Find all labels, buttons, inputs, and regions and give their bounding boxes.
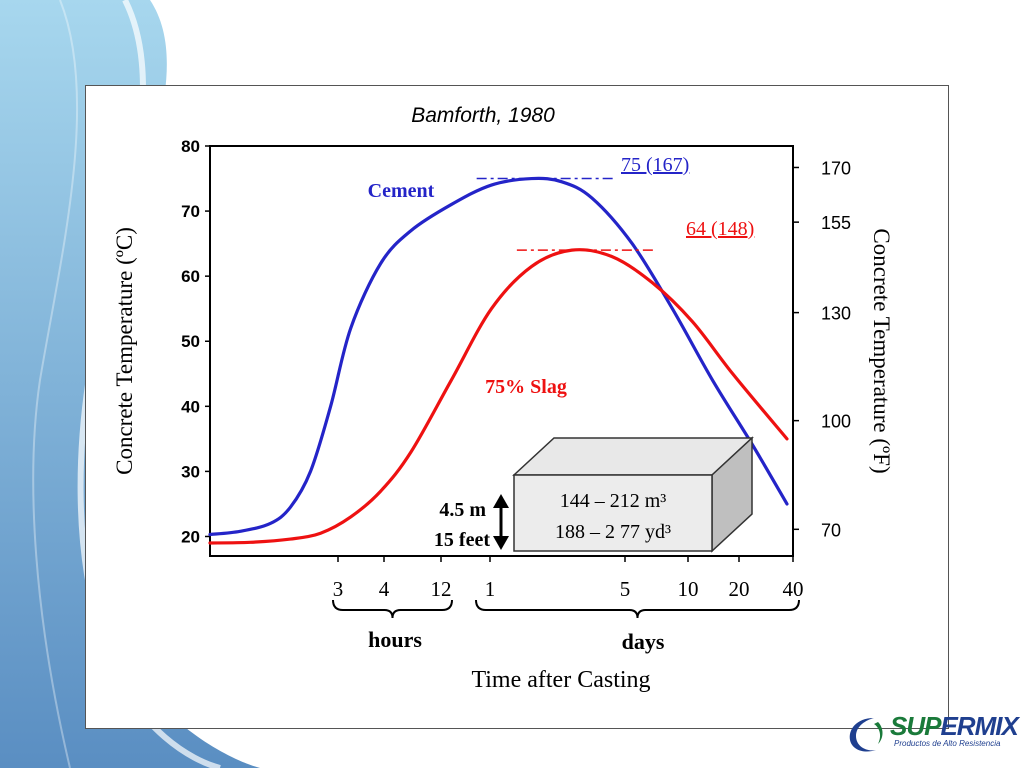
plot-frame bbox=[209, 145, 794, 557]
right-y-tick-label: 130 bbox=[821, 304, 851, 324]
peak-annotation-75-slag: 64 (148) bbox=[686, 218, 754, 240]
series-line-75-slag bbox=[208, 248, 789, 545]
supermix-logo: SUPERMIX Productos de Alto Resistencia bbox=[842, 708, 1020, 764]
hours-brace bbox=[332, 599, 453, 619]
logo-word-a: SUP bbox=[890, 711, 941, 741]
logo-tagline: Productos de Alto Resistencia bbox=[894, 739, 1001, 748]
series-line-cement bbox=[208, 176, 789, 537]
x-tick-label: 5 bbox=[620, 577, 631, 601]
right-y-tick-label: 155 bbox=[821, 213, 851, 233]
x-tick-label: 1 bbox=[485, 577, 496, 601]
left-y-tick-label: 30 bbox=[181, 462, 200, 481]
right-y-axis-label: Concrete Temperature (ºF) bbox=[869, 228, 894, 473]
block-front-face bbox=[513, 474, 713, 552]
block-height-imperial: 15 feet bbox=[434, 529, 490, 551]
x-tick-label: 20 bbox=[729, 577, 750, 601]
series-label-cement: Cement bbox=[368, 180, 435, 202]
right-y-tick-label: 170 bbox=[821, 158, 851, 178]
hours-group-label: hours bbox=[368, 627, 422, 652]
right-y-tick-label: 70 bbox=[821, 520, 841, 540]
right-y-tick-label: 100 bbox=[821, 412, 851, 432]
chart-title: Bamforth, 1980 bbox=[411, 104, 555, 127]
left-y-tick-label: 50 bbox=[181, 332, 200, 351]
left-y-tick-label: 20 bbox=[181, 527, 200, 546]
temperature-chart: Bamforth, 1980 2030405060708017015513010… bbox=[112, 104, 894, 693]
height-arrow-down-icon bbox=[493, 536, 509, 550]
x-axis-label: Time after Casting bbox=[471, 667, 650, 693]
left-y-tick-label: 40 bbox=[181, 397, 200, 416]
block-volume-imperial: 188 – 2 77 yd³ bbox=[555, 521, 671, 543]
left-y-tick-label: 60 bbox=[181, 267, 200, 286]
left-y-axis-label: Concrete Temperature (ºC) bbox=[112, 227, 137, 475]
height-arrow-up-icon bbox=[493, 494, 509, 508]
x-tick-label: 4 bbox=[379, 577, 390, 601]
x-tick-label: 10 bbox=[678, 577, 699, 601]
x-tick-label: 40 bbox=[783, 577, 804, 601]
series-label-75-slag: 75% Slag bbox=[485, 376, 567, 398]
block-height-metric: 4.5 m bbox=[439, 499, 486, 521]
block-top-face bbox=[512, 437, 754, 476]
x-tick-label: 12 bbox=[431, 577, 452, 601]
logo-word-b: ERMIX bbox=[940, 711, 1018, 741]
left-y-tick-label: 80 bbox=[181, 137, 200, 156]
x-tick-label: 3 bbox=[333, 577, 344, 601]
days-group-label: days bbox=[622, 629, 665, 654]
days-brace bbox=[475, 599, 800, 619]
logo-wordmark: SUPERMIX bbox=[890, 711, 1019, 742]
chart-panel: Bamforth, 1980 20 30 40 50 60 70 80 170 155 130 10… bbox=[85, 85, 949, 729]
block-volume-metric: 144 – 212 m³ bbox=[560, 490, 667, 512]
peak-annotation-cement: 75 (167) bbox=[621, 154, 689, 176]
logo-swoosh-icon bbox=[849, 718, 883, 752]
left-y-tick-label: 70 bbox=[181, 202, 200, 221]
